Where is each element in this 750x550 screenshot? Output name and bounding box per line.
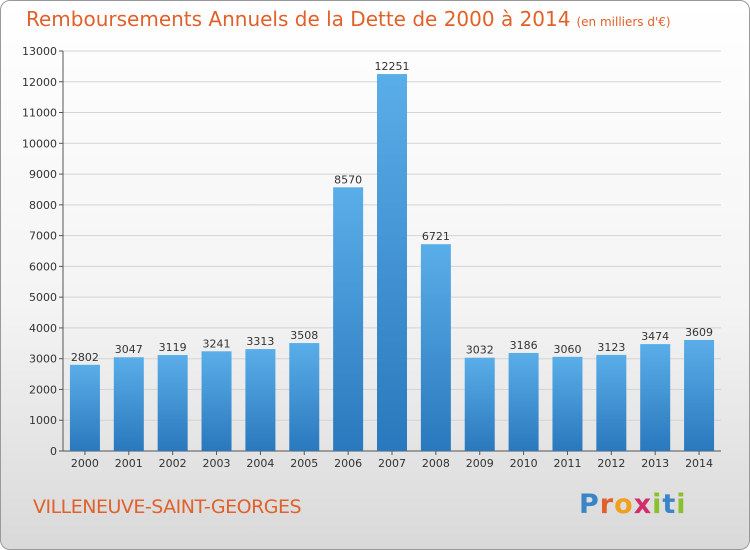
x-tick-label-2001: 2001 <box>115 457 143 470</box>
proxiti-logo: Proxiti <box>579 489 687 520</box>
y-tick-label: 9000 <box>29 168 57 181</box>
y-tick-label: 11000 <box>22 107 57 120</box>
bar-2011 <box>552 356 583 451</box>
x-tick-label-2010: 2010 <box>510 457 538 470</box>
value-label-2002: 3119 <box>159 341 187 354</box>
value-label-2004: 3313 <box>246 335 274 348</box>
bar-2002 <box>157 355 188 451</box>
y-tick-label: 1000 <box>29 414 57 427</box>
bar-2007 <box>377 74 407 452</box>
x-tick-label-2007: 2007 <box>378 457 406 470</box>
value-label-2009: 3032 <box>466 344 494 357</box>
value-label-2003: 3241 <box>203 337 231 350</box>
bar-2009 <box>464 357 495 451</box>
y-tick-label: 4000 <box>29 322 57 335</box>
y-tick-label: 2000 <box>29 383 57 396</box>
x-tick-label-2000: 2000 <box>71 457 99 470</box>
y-tick-label: 13000 <box>22 45 57 58</box>
x-tick-label-2005: 2005 <box>290 457 318 470</box>
chart-unit: (en milliers d'€) <box>576 15 671 29</box>
bar-2001 <box>113 357 144 451</box>
y-tick-label: 3000 <box>29 353 57 366</box>
bar-2003 <box>201 351 232 451</box>
logo-letter: x <box>633 489 653 520</box>
x-tick-label-2013: 2013 <box>641 457 669 470</box>
bar-2014 <box>684 339 715 451</box>
value-label-2006: 8570 <box>334 173 362 186</box>
x-tick-label-2004: 2004 <box>246 457 274 470</box>
logo-letter: i <box>652 489 663 520</box>
bar-2012 <box>596 354 627 451</box>
y-tick-label: 0 <box>50 445 57 458</box>
x-tick-label-2002: 2002 <box>159 457 187 470</box>
value-label-2008: 6721 <box>422 230 450 243</box>
logo-letter: r <box>599 489 615 520</box>
y-tick-label: 5000 <box>29 291 57 304</box>
bar-2000 <box>69 364 100 451</box>
value-label-2013: 3474 <box>641 330 669 343</box>
logo-letter: t <box>662 489 677 520</box>
bar-2013 <box>640 344 671 451</box>
value-label-2011: 3060 <box>553 343 581 356</box>
chart-title-text: Remboursements Annuels de la Dette de 20… <box>26 7 571 31</box>
y-tick-label: 6000 <box>29 260 57 273</box>
x-tick-label-2012: 2012 <box>597 457 625 470</box>
value-label-2000: 2802 <box>71 351 99 364</box>
value-label-2010: 3186 <box>510 339 538 352</box>
logo-letter: P <box>579 489 600 520</box>
bar-2005 <box>289 343 320 451</box>
bar-2008 <box>420 244 451 451</box>
x-tick-label-2009: 2009 <box>466 457 494 470</box>
value-label-2005: 3508 <box>290 329 318 342</box>
x-tick-label-2011: 2011 <box>553 457 581 470</box>
chart-title: Remboursements Annuels de la Dette de 20… <box>26 7 671 31</box>
logo-letter: o <box>614 489 634 520</box>
bar-2010 <box>508 352 539 451</box>
y-tick-label: 12000 <box>22 76 57 89</box>
city-name: VILLENEUVE-SAINT-GEORGES <box>33 496 302 518</box>
value-label-2007: 12251 <box>375 60 410 73</box>
x-tick-label-2006: 2006 <box>334 457 362 470</box>
y-tick-label: 7000 <box>29 230 57 243</box>
value-label-2001: 3047 <box>115 343 143 356</box>
value-label-2014: 3609 <box>685 326 713 339</box>
y-tick-label: 8000 <box>29 199 57 212</box>
logo-letter: i <box>676 489 687 520</box>
x-tick-label-2003: 2003 <box>203 457 231 470</box>
bar-2004 <box>245 349 276 451</box>
x-tick-label-2008: 2008 <box>422 457 450 470</box>
bar-2006 <box>333 187 364 452</box>
value-label-2012: 3123 <box>597 341 625 354</box>
x-tick-label-2014: 2014 <box>685 457 713 470</box>
y-tick-label: 10000 <box>22 137 57 150</box>
